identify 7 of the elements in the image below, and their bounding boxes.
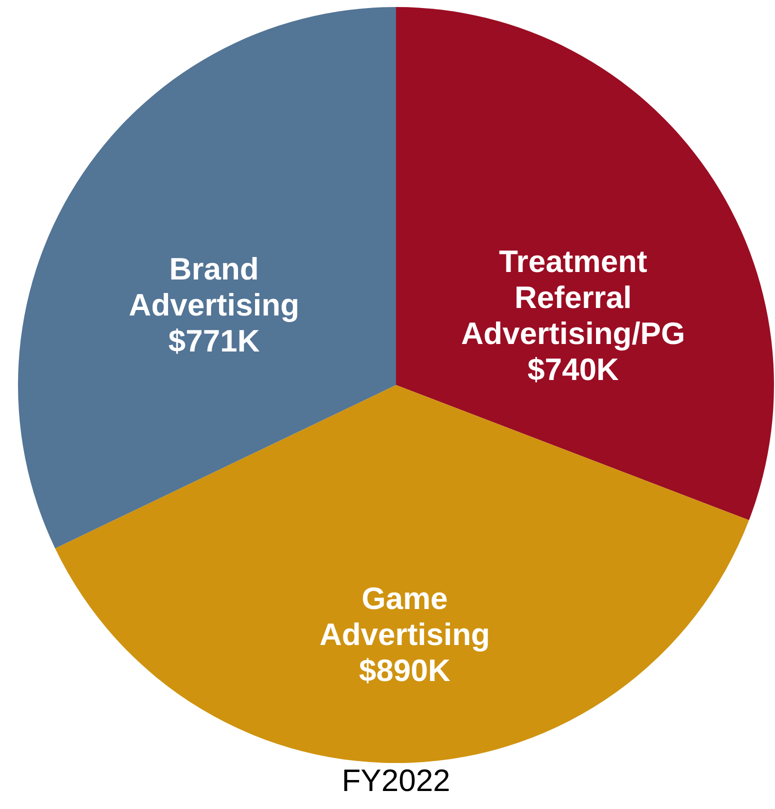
data-label: $740K bbox=[527, 352, 620, 388]
slice-label: Game Advertising bbox=[319, 580, 490, 652]
text: FY2022 bbox=[342, 763, 450, 798]
slice-label: Brand Advertising bbox=[128, 251, 300, 322]
data-label: $890K bbox=[359, 652, 451, 688]
data-label: $771K bbox=[168, 323, 260, 358]
slice-label: Treatment Referral Advertising/PG bbox=[461, 244, 686, 352]
